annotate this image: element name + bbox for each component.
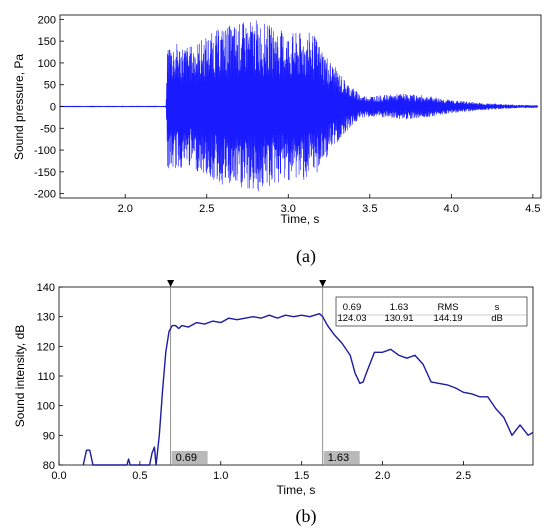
plot-a-y-tick-label: -50: [40, 123, 56, 135]
plot-b-y-tick-label: 80: [43, 460, 55, 472]
panel-a-label: (a): [296, 246, 316, 267]
plot-a-x-tick-label: 2.0: [118, 203, 133, 215]
plot-b-x-tick-label: 0.0: [51, 470, 66, 482]
readout-cell: dB: [491, 313, 503, 324]
readout-table-frame: [335, 296, 528, 327]
plot-b-x-tick-label: 2.5: [456, 470, 471, 482]
cursor-label-box: [171, 451, 208, 464]
cursor-label-box: [323, 451, 360, 464]
plot-b-y-ticks: 80 90 100 110 120 130 140: [37, 282, 63, 472]
plot-b-y-tick-label: 120: [37, 341, 55, 353]
plot-b-x-tick-label: 1.5: [294, 470, 309, 482]
plot-a-x-tick-label: 4.0: [444, 203, 459, 215]
plot-a-y-axis-label: Sound pressure, Pa: [12, 54, 26, 160]
plot-b-x-tick-label: 0.5: [132, 470, 147, 482]
readout-cell: 124.03: [337, 313, 366, 324]
plot-a-x-tick-label: 3.5: [362, 203, 377, 215]
cursor-triangle-icon: [167, 280, 175, 287]
cursor-triangle-icon: [319, 280, 327, 287]
plot-b-x-ticks: 0.0 0.5 1.0 1.5 2.0 2.5: [51, 461, 471, 482]
cursor-readout-table: 0.69 1.63 RMS s 124.03 130.91 144.19 dB: [335, 296, 528, 327]
sound-pressure-waveform: [59, 20, 539, 192]
panel-b-label: (b): [296, 506, 317, 527]
plot-a-x-ticks: 2.0 2.5 3.0 3.5 4.0 4.5: [118, 194, 540, 215]
readout-cell: 0.69: [343, 302, 362, 313]
plot-b-y-axis-label: Sound intensity, dB: [13, 325, 27, 428]
plot-a-y-tick-label: -200: [34, 189, 56, 201]
plot-b-y-tick-label: 100: [37, 401, 55, 413]
plot-a-x-tick-label: 3.0: [281, 203, 296, 215]
plot-a-x-tick-label: 4.5: [525, 203, 540, 215]
readout-cell: s: [495, 302, 500, 313]
plot-b-y-tick-label: 110: [37, 371, 55, 383]
cursor-label: 1.63: [328, 452, 349, 464]
plot-b-x-tick-label: 2.0: [375, 470, 390, 482]
plot-a-y-tick-label: 200: [38, 14, 56, 26]
readout-cell: RMS: [437, 302, 458, 313]
plot-a-y-tick-label: -150: [34, 167, 56, 179]
plot-a-y-tick-label: 0: [50, 102, 56, 114]
readout-cell: 130.91: [384, 313, 413, 324]
readout-cell: 144.19: [433, 313, 462, 324]
plot-a-x-axis-label: Time, s: [281, 212, 320, 226]
plot-a-y-tick-label: 50: [44, 80, 56, 92]
waveform-trace: [59, 20, 539, 192]
plot-a-x-tick-label: 2.5: [199, 203, 214, 215]
plot-a-y-tick-label: 150: [38, 36, 56, 48]
sound-pressure-chart: 2.0 2.5 3.0 3.5 4.0 4.5 -200 -150 -100 -50 0 50 100…: [12, 14, 542, 267]
plot-a-y-tick-label: -100: [34, 145, 56, 157]
plot-b-y-tick-label: 130: [37, 312, 55, 324]
sound-intensity-line: [82, 313, 534, 466]
plot-b-y-tick-label: 140: [37, 282, 55, 294]
cursor-label: 0.69: [176, 452, 197, 464]
plot-b-x-tick-label: 1.0: [213, 470, 228, 482]
sound-intensity-chart: 0.69 1.63 0.0 0.5 1.0 1.5 2.0 2.5 80 90 100 110 12…: [13, 280, 534, 527]
plot-b-y-tick-label: 90: [43, 430, 55, 442]
plot-b-x-axis-label: Time, s: [277, 483, 316, 497]
plot-a-y-tick-label: 100: [38, 58, 56, 70]
plot-b-cursor-markers: 0.69 1.63: [167, 280, 360, 465]
plot-a-y-ticks: -200 -150 -100 -50 0 50 100 150 200: [34, 14, 64, 201]
readout-cell: 1.63: [390, 302, 409, 313]
